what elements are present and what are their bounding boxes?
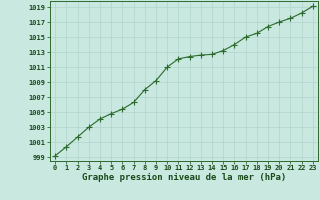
X-axis label: Graphe pression niveau de la mer (hPa): Graphe pression niveau de la mer (hPa) <box>82 173 286 182</box>
